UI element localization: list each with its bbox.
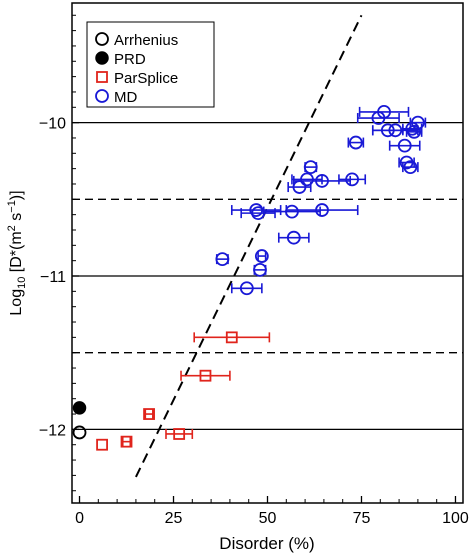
data-point — [253, 262, 267, 277]
y-label-bracket: [D*(m — [8, 231, 25, 276]
x-axis-label: Disorder (%) — [219, 534, 314, 553]
y-label-sup1: 2 — [6, 225, 18, 231]
x-tick-label: 100 — [442, 510, 469, 527]
legend-marker — [95, 32, 109, 46]
data-point — [225, 331, 238, 344]
data-point — [315, 203, 329, 217]
y-label-sub: 10 — [16, 277, 28, 289]
data-point — [388, 123, 403, 138]
axes-ticks: 0 25 50 75 100 −12 −11 −10 — [39, 14, 469, 527]
legend-marker — [95, 51, 109, 65]
data-point — [410, 115, 425, 130]
y-label-prefix: Log — [8, 289, 25, 316]
y-label-sup2: −1 — [6, 200, 18, 213]
legend-marker — [95, 89, 109, 103]
data-point — [239, 281, 254, 296]
x-tick-label: 75 — [353, 510, 371, 527]
y-tick-label: −11 — [40, 269, 66, 286]
legend: Arrhenius PRD ParSplice MD — [86, 21, 215, 108]
data-point — [397, 138, 412, 153]
reference-lines — [72, 121, 463, 431]
data-point — [96, 438, 108, 451]
data-point — [286, 230, 301, 245]
data-point — [403, 160, 418, 175]
x-tick-label: 50 — [259, 510, 277, 527]
legend-marker — [96, 71, 108, 83]
data-point — [120, 435, 133, 448]
data-point — [215, 252, 230, 267]
x-tick-label: 0 — [75, 510, 84, 527]
legend-label: ParSplice — [114, 70, 178, 87]
data-point — [143, 408, 155, 420]
data-point — [254, 249, 269, 263]
data-point — [345, 172, 359, 187]
data-point — [199, 369, 212, 382]
fit-line — [135, 14, 363, 478]
legend-entries: Arrhenius PRD ParSplice MD — [95, 32, 178, 106]
y-label-end: )] — [8, 190, 25, 200]
y-axis-label: Log10 [D*(m2 s−1)] — [6, 190, 28, 315]
y-tick-label: −12 — [39, 422, 66, 439]
data-point — [371, 111, 386, 125]
legend-label: Arrhenius — [114, 32, 178, 49]
legend-label: PRD — [114, 51, 146, 68]
data-point — [407, 124, 422, 139]
data-point — [300, 172, 314, 187]
data-point — [173, 428, 186, 440]
y-tick-label: −10 — [39, 116, 66, 133]
x-tick-label: 25 — [165, 510, 183, 527]
data-point — [303, 160, 318, 175]
data-points — [72, 104, 427, 451]
data-point — [72, 425, 87, 440]
data-point — [348, 135, 363, 150]
fit-line-group — [135, 14, 363, 478]
data-point — [315, 174, 329, 188]
y-label-mid: s — [8, 213, 25, 225]
legend-label: MD — [114, 89, 137, 106]
data-point — [72, 401, 87, 415]
